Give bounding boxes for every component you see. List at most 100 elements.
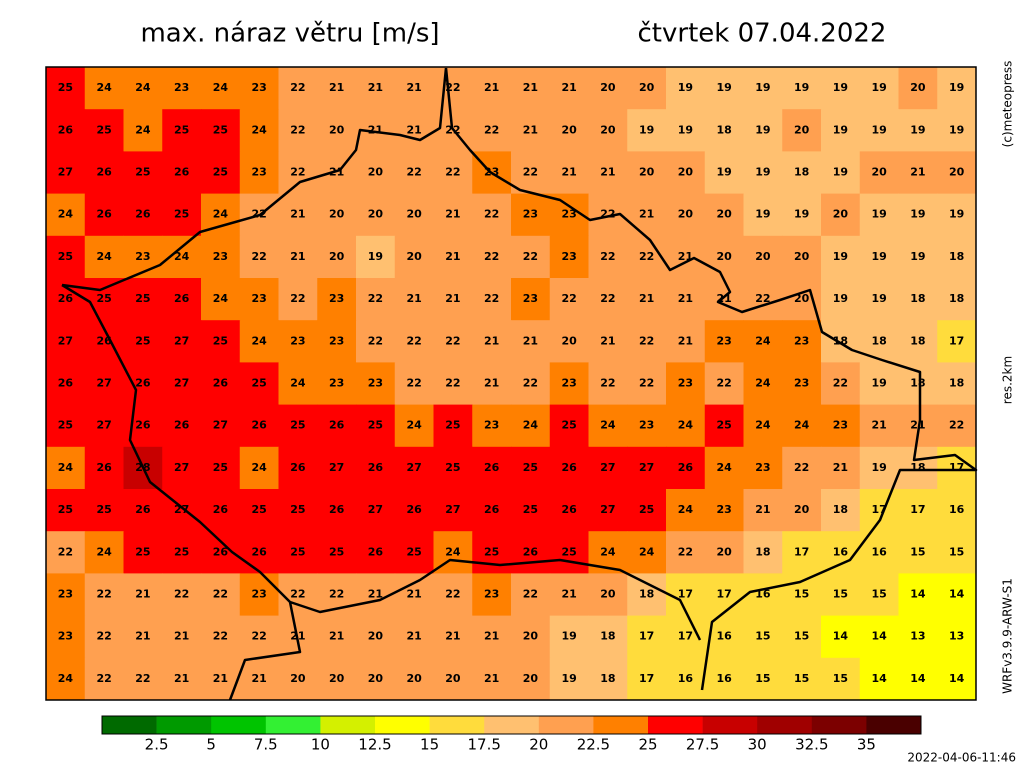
grid-cell [46, 615, 86, 659]
grid-cell [278, 320, 318, 363]
cell-value: 18 [600, 672, 615, 685]
grid-cell [898, 657, 938, 701]
grid-cell [937, 489, 977, 532]
grid-cell [278, 67, 318, 110]
cell-value: 22 [406, 377, 421, 390]
grid-cell [704, 404, 744, 448]
grid-cell [704, 362, 744, 406]
cell-value: 25 [213, 461, 228, 474]
cell-value: 20 [523, 630, 539, 643]
cell-value: 22 [678, 545, 693, 558]
cell-value: 23 [290, 334, 305, 347]
cell-value: 22 [484, 292, 499, 305]
cell-value: 22 [135, 672, 150, 685]
grid-cell [46, 531, 86, 574]
grid-cell [472, 193, 512, 237]
grid-cell [704, 657, 744, 701]
cell-value: 19 [755, 166, 770, 179]
grid-cell [317, 615, 357, 659]
cell-value: 24 [213, 208, 229, 221]
grid-cell [123, 193, 163, 237]
cell-value: 26 [135, 503, 151, 516]
cell-value: 18 [949, 377, 964, 390]
grid-cell [201, 151, 241, 195]
cell-value: 23 [58, 588, 73, 601]
cell-value: 19 [561, 630, 576, 643]
cell-value: 25 [329, 545, 344, 558]
cell-value: 21 [910, 419, 925, 432]
grid-cell [239, 531, 279, 574]
grid-cell [511, 193, 551, 237]
cell-value: 26 [251, 545, 267, 558]
grid-cell [549, 657, 589, 701]
grid-cell [588, 235, 628, 279]
grid-cell [666, 67, 706, 110]
cell-value: 20 [329, 672, 345, 685]
cell-value: 27 [174, 503, 189, 516]
grid-cell [743, 489, 783, 532]
grid-cell [123, 615, 163, 659]
cell-value: 23 [561, 250, 576, 263]
legend-label: 17.5 [467, 736, 500, 754]
grid-cell [356, 320, 396, 363]
cell-value: 25 [213, 166, 228, 179]
cell-value: 22 [329, 588, 344, 601]
grid-cell [394, 489, 434, 532]
cell-value: 26 [135, 419, 151, 432]
grid-cell [627, 320, 667, 363]
cell-value: 19 [833, 123, 848, 136]
cell-value: 18 [910, 292, 925, 305]
cell-value: 17 [949, 334, 964, 347]
cell-value: 20 [561, 123, 577, 136]
grid-cell [433, 362, 473, 406]
grid-cell [588, 657, 628, 701]
grid-cell [46, 151, 86, 195]
cell-value: 26 [58, 123, 74, 136]
map-frame [45, 66, 977, 701]
cell-value: 22 [58, 545, 73, 558]
cell-value: 25 [484, 545, 499, 558]
cell-value: 20 [794, 250, 810, 263]
legend-swatch [484, 716, 540, 734]
cell-value: 18 [949, 292, 964, 305]
legend-label: 2.5 [145, 736, 169, 754]
cell-value: 22 [755, 292, 770, 305]
grid-cell [317, 235, 357, 279]
cell-value: 21 [135, 588, 150, 601]
grid-cell [317, 531, 357, 574]
cell-value: 21 [406, 123, 421, 136]
grid-cell [84, 235, 124, 279]
grid-cell [743, 235, 783, 279]
grid-cell [511, 235, 551, 279]
grid-cell [704, 109, 744, 152]
cell-value: 25 [58, 250, 73, 263]
grid-cell [549, 109, 589, 152]
cell-value: 21 [445, 630, 460, 643]
grid-cell [782, 489, 822, 532]
cell-value: 19 [910, 208, 925, 221]
cell-value: 24 [213, 292, 229, 305]
grid-cell [511, 67, 551, 110]
cell-value: 20 [445, 672, 461, 685]
cell-value: 21 [445, 208, 460, 221]
cell-value: 21 [678, 334, 693, 347]
cell-value: 21 [561, 166, 576, 179]
grid-cell [472, 67, 512, 110]
cell-value: 24 [600, 419, 616, 432]
grid-cell [704, 489, 744, 532]
cell-value: 18 [949, 250, 964, 263]
cell-value: 21 [484, 81, 499, 94]
grid-cell [472, 531, 512, 574]
grid-cell [821, 109, 861, 152]
cell-value: 25 [445, 461, 460, 474]
grid-cell [317, 320, 357, 363]
cell-value: 22 [290, 588, 305, 601]
cell-value: 22 [949, 419, 964, 432]
cell-value: 26 [174, 292, 190, 305]
grid-cell [782, 657, 822, 701]
grid-cell [394, 657, 434, 701]
cell-value: 15 [755, 630, 770, 643]
cell-value: 15 [755, 672, 770, 685]
cell-value: 23 [484, 588, 499, 601]
cell-value: 27 [445, 503, 460, 516]
